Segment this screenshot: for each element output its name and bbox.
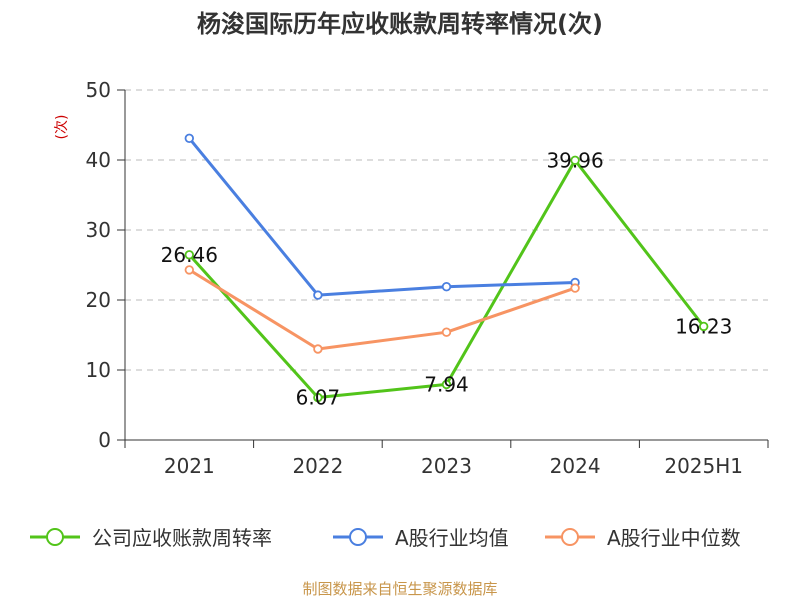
x-tick-label: 2023 [421,454,472,478]
x-tick-label: 2021 [164,454,215,478]
data-point [313,392,323,403]
data-label: 16.23 [675,314,732,338]
y-tick-label: 50 [86,78,111,102]
series-line [188,137,576,297]
y-axis-label: (次) [54,115,70,140]
data-label: 26.46 [161,243,218,267]
legend-item: A股行业中位数 [545,526,741,550]
data-labels: 26.46 6.07 7.94 39.96 16.23 [161,148,733,409]
data-point [570,155,580,165]
x-tick-label: 2025H1 [664,454,743,478]
chart-title: 杨浚国际历年应收账款周转率情况(次) [197,10,603,38]
x-tick-label: 2022 [292,454,343,478]
data-label: 7.94 [424,372,469,396]
source-note: 制图数据来自恒生聚源数据库 [302,580,498,598]
legend-marker [349,528,367,546]
series-line [188,158,705,400]
axes: 0 10 20 30 40 50 2021 2022 2023 2024 2025H1 (次) [54,78,769,478]
legend-marker [46,528,64,546]
y-tick-label: 20 [86,288,111,312]
data-point [313,290,323,300]
legend: 公司应收账款周转率 A股行业均值 A股行业中位数 [30,526,741,550]
data-point [441,379,452,390]
data-point [184,133,194,143]
y-tick-label: 0 [98,428,111,452]
data-point [441,282,452,292]
y-tick-label: 40 [86,148,111,172]
data-point [699,321,709,332]
data-point [570,283,580,293]
data-point [441,327,452,337]
legend-label: 公司应收账款周转率 [92,526,272,550]
data-point [184,265,194,275]
grid-lines [125,89,768,371]
legend-item: 公司应收账款周转率 [30,526,272,550]
legend-label: A股行业均值 [395,526,509,550]
series-lines [184,133,709,403]
x-tick-label: 2024 [550,454,601,478]
data-label: 39.96 [546,148,603,172]
data-point [184,250,194,260]
data-point [313,344,323,354]
legend-marker [561,528,579,546]
y-tick-label: 10 [86,358,111,382]
data-label: 6.07 [296,386,341,410]
y-tick-label: 30 [86,218,111,242]
series-line [188,268,576,351]
legend-item: A股行业均值 [333,526,509,550]
legend-label: A股行业中位数 [607,526,741,550]
